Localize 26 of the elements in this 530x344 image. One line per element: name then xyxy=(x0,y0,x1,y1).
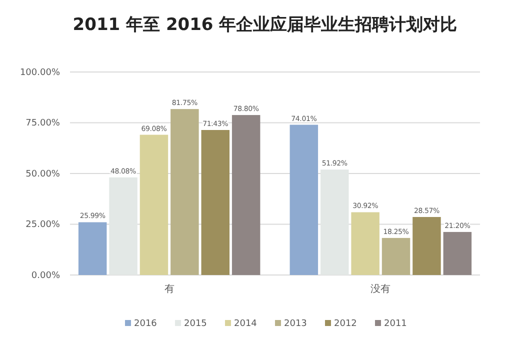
legend-label: 2011 xyxy=(384,319,407,329)
x-tick-label: 有 xyxy=(164,283,174,296)
legend-label: 2014 xyxy=(234,319,258,329)
bar xyxy=(351,212,380,275)
bar xyxy=(290,124,318,275)
y-tick-label: 100.00% xyxy=(20,68,60,78)
legend-label: 2013 xyxy=(284,319,307,329)
bar xyxy=(201,130,230,275)
bar xyxy=(109,177,138,275)
chart-title: 2011 年至 2016 年企业应届毕业生招聘计划对比 xyxy=(72,15,458,35)
bar xyxy=(140,134,168,275)
bar xyxy=(412,217,441,275)
bar xyxy=(78,222,107,275)
y-tick-label: 50.00% xyxy=(26,169,60,180)
bar xyxy=(382,238,410,275)
x-tick-label: 没有 xyxy=(370,283,391,296)
y-tick-label: 0.00% xyxy=(31,270,60,281)
bar xyxy=(443,232,472,275)
bar xyxy=(170,109,199,275)
y-tick-label: 25.00% xyxy=(26,220,60,230)
bar xyxy=(320,170,349,275)
bar xyxy=(232,115,260,275)
y-tick-label: 75.00% xyxy=(26,118,60,129)
legend-label: 2016 xyxy=(134,319,158,329)
legend-label: 2012 xyxy=(334,319,357,329)
legend-label: 2015 xyxy=(184,319,207,329)
